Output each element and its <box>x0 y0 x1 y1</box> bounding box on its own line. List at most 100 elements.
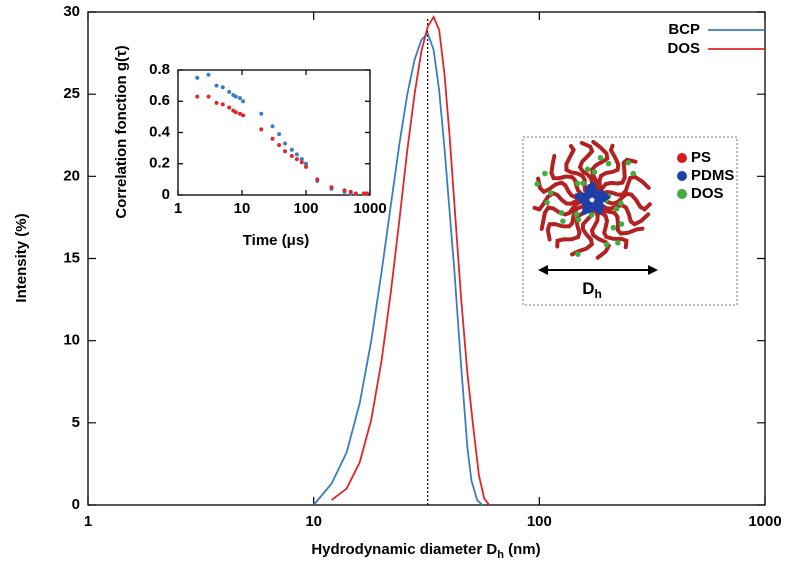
dos-molecule <box>618 200 624 207</box>
dos-molecule <box>603 241 610 248</box>
diagram-legend-label: DOS <box>691 185 724 202</box>
dos-molecule <box>630 170 637 177</box>
dimension-label-text: D <box>582 279 594 298</box>
diagram-frame <box>522 136 738 306</box>
data-point <box>361 191 366 196</box>
ps-chain <box>590 140 610 191</box>
inset-x-axis-label: Time (μs) <box>243 232 309 249</box>
x-tick-label: 100 <box>527 513 552 530</box>
dos-molecule <box>588 212 595 218</box>
dos-molecule <box>605 160 612 167</box>
x-axis-label-sub: h <box>497 549 504 561</box>
data-point <box>342 188 347 193</box>
inset-y-axis-label: Correlation fonction g(τ) <box>113 45 130 218</box>
dos-molecule <box>597 155 604 161</box>
micelle <box>532 140 652 260</box>
dos-molecule <box>560 218 566 224</box>
data-point <box>220 102 225 107</box>
data-point <box>233 110 238 115</box>
data-point <box>241 99 246 104</box>
x-tick-label: 10 <box>305 513 322 530</box>
data-point <box>294 152 299 157</box>
ps-chain <box>532 190 582 212</box>
dos-molecule <box>615 239 621 246</box>
dos-molecule <box>610 224 617 231</box>
ps-chain <box>549 154 584 197</box>
data-point <box>214 83 219 88</box>
pdms-core <box>574 181 611 216</box>
data-point <box>220 85 225 90</box>
data-point <box>329 185 334 190</box>
y-tick-label: 30 <box>63 3 80 20</box>
data-point <box>277 143 282 147</box>
data-point <box>206 72 211 77</box>
data-point <box>299 157 304 162</box>
data-point <box>294 157 299 162</box>
series-line <box>330 14 490 506</box>
dimension-label-sub: h <box>594 287 601 301</box>
diagram-legend-label: PS <box>691 149 711 166</box>
data-point <box>270 124 275 129</box>
ps-chain <box>600 174 651 197</box>
inset-x-tick-label: 100 <box>293 200 318 217</box>
ps-chain <box>589 209 612 260</box>
data-point <box>283 149 288 154</box>
inset-x-tick-label: 10 <box>234 200 251 217</box>
y-tick-label: 15 <box>63 249 80 266</box>
y-tick-label: 5 <box>72 414 80 431</box>
data-point <box>315 177 320 182</box>
ps-chain <box>570 210 595 257</box>
data-point <box>233 94 238 99</box>
ps-chain <box>577 140 595 191</box>
dos-molecule <box>542 170 548 177</box>
data-point <box>241 113 246 118</box>
ps-chain <box>545 204 584 242</box>
inset-y-tick-label: 0 <box>162 186 170 203</box>
x-axis-label-text: Hydrodynamic diameter D <box>311 541 497 558</box>
series-line <box>312 31 484 506</box>
data-point <box>289 153 294 158</box>
dos-molecule <box>574 180 581 187</box>
dos-molecule <box>558 210 565 216</box>
y-tick-label: 0 <box>72 496 80 513</box>
data-point <box>270 136 275 141</box>
x-tick-label: 1000 <box>748 513 781 530</box>
ps-chain <box>600 202 651 227</box>
y-tick-label: 10 <box>63 332 80 349</box>
ps-chain <box>555 208 589 249</box>
data-point <box>195 75 200 80</box>
diagram-legend-dot <box>677 171 687 181</box>
y-tick-label: 25 <box>63 85 80 102</box>
ps-chain <box>597 143 621 193</box>
data-point <box>237 96 242 101</box>
inset-y-tick-label: 0.6 <box>149 92 170 109</box>
data-point <box>299 160 304 165</box>
dos-molecule <box>584 166 591 173</box>
dos-molecule <box>580 180 586 186</box>
ps-chain <box>536 176 583 200</box>
diagram-legend-label: PDMS <box>691 167 734 184</box>
dos-molecule <box>575 217 582 223</box>
inset-x-tick-label: 1000 <box>353 200 386 217</box>
dos-molecule <box>534 181 541 187</box>
data-point <box>259 111 264 116</box>
ps-chain <box>595 208 629 250</box>
data-point <box>304 164 308 169</box>
legend-label: BCP <box>668 21 700 38</box>
data-point <box>227 89 232 94</box>
x-axis-label-unit: (nm) <box>504 541 541 558</box>
dos-molecule <box>573 211 580 218</box>
data-point <box>227 105 232 110</box>
inset-x-tick-label: 1 <box>174 200 182 217</box>
dos-molecule <box>591 169 598 175</box>
data-point <box>304 161 308 166</box>
data-point <box>348 189 353 194</box>
dos-molecule <box>574 251 581 257</box>
plot-frame <box>87 11 766 506</box>
data-point <box>237 111 242 116</box>
data-point <box>283 141 288 146</box>
x-tick-label: 1 <box>84 513 92 530</box>
data-point <box>289 147 294 152</box>
data-point <box>206 94 211 99</box>
